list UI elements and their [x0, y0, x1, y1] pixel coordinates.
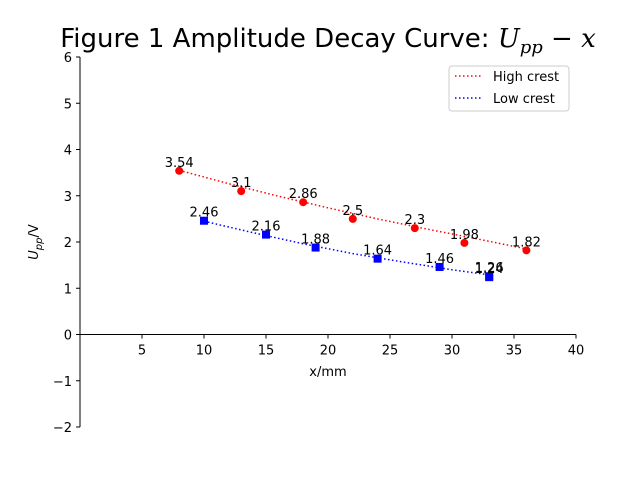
y-tick-label: 1 — [64, 282, 72, 297]
data-label: 1.82 — [512, 235, 541, 250]
x-tick-label: 15 — [258, 344, 275, 359]
data-label: 1.46 — [425, 252, 454, 267]
series-0-fit-line — [179, 169, 527, 250]
data-label: 2.3 — [404, 213, 425, 228]
chart-title-text: Figure 1 Amplitude Decay Curve: — [60, 24, 498, 54]
data-label: 2.5 — [342, 204, 363, 219]
data-label: 1.24 — [475, 262, 504, 277]
data-label: 3.1 — [231, 176, 252, 191]
x-axis-label: x/mm — [309, 365, 346, 380]
y-axis-label: Upp/V — [27, 224, 45, 260]
x-tick-label: 25 — [382, 344, 399, 359]
series-1-fit-line — [203, 220, 490, 276]
series-0: 3.54 3.1 2.86 2.5 2.3 1.98 1.82 — [165, 156, 541, 255]
data-point — [262, 230, 270, 239]
x-tick-label: 35 — [506, 344, 523, 359]
data-point — [522, 246, 531, 255]
data-label: 1.88 — [301, 233, 330, 248]
data-point — [299, 198, 308, 207]
legend-box — [448, 65, 570, 112]
legend-label-high-crest: High crest — [493, 70, 559, 85]
data-label: 2.46 — [190, 206, 219, 221]
data-point — [175, 166, 184, 175]
legend: High crest Low crest — [448, 65, 570, 112]
y-tick-label: 6 — [64, 51, 72, 66]
x-tick-label: 40 — [568, 344, 585, 359]
y-tick-label: 3 — [64, 190, 72, 205]
data-point — [311, 243, 320, 252]
series-layer: 3.54 3.1 2.86 2.5 2.3 1.98 1.82 2.46 2.16 1.88 1.6… — [165, 156, 541, 282]
ticks: 5 10 15 20 25 30 35 40 −2 −1 0 1 2 3 4 5 6 — [53, 51, 584, 436]
x-tick-label: 10 — [196, 344, 213, 359]
data-point — [373, 254, 382, 263]
data-point — [435, 262, 444, 271]
data-label: 1.26 — [475, 261, 504, 276]
data-label: 2.16 — [252, 220, 281, 235]
y-tick-label: 0 — [64, 329, 72, 344]
data-point — [200, 216, 208, 225]
y-tick-label: 4 — [64, 144, 72, 159]
x-tick-label: 30 — [444, 344, 461, 359]
y-tick-label: −2 — [53, 421, 72, 436]
data-point — [410, 224, 419, 233]
data-label: 2.86 — [289, 187, 318, 202]
data-label: 3.54 — [165, 156, 194, 171]
data-point — [348, 214, 357, 223]
y-tick-label: 5 — [64, 97, 72, 112]
x-tick-label: 20 — [320, 344, 337, 359]
legend-label-low-crest: Low crest — [493, 92, 555, 107]
data-point — [460, 238, 469, 247]
chart-title: Figure 1 Amplitude Decay Curve: Upp − x — [60, 24, 596, 58]
y-tick-label: −1 — [53, 375, 72, 390]
series-1: 2.46 2.16 1.88 1.64 1.46 1.261.24 — [190, 206, 504, 282]
x-tick-label: 5 — [138, 344, 146, 359]
data-point — [485, 273, 494, 282]
y-tick-label: 2 — [64, 236, 72, 251]
data-label: 1.98 — [450, 228, 479, 243]
data-point — [237, 187, 246, 196]
data-label: 1.64 — [363, 244, 392, 259]
